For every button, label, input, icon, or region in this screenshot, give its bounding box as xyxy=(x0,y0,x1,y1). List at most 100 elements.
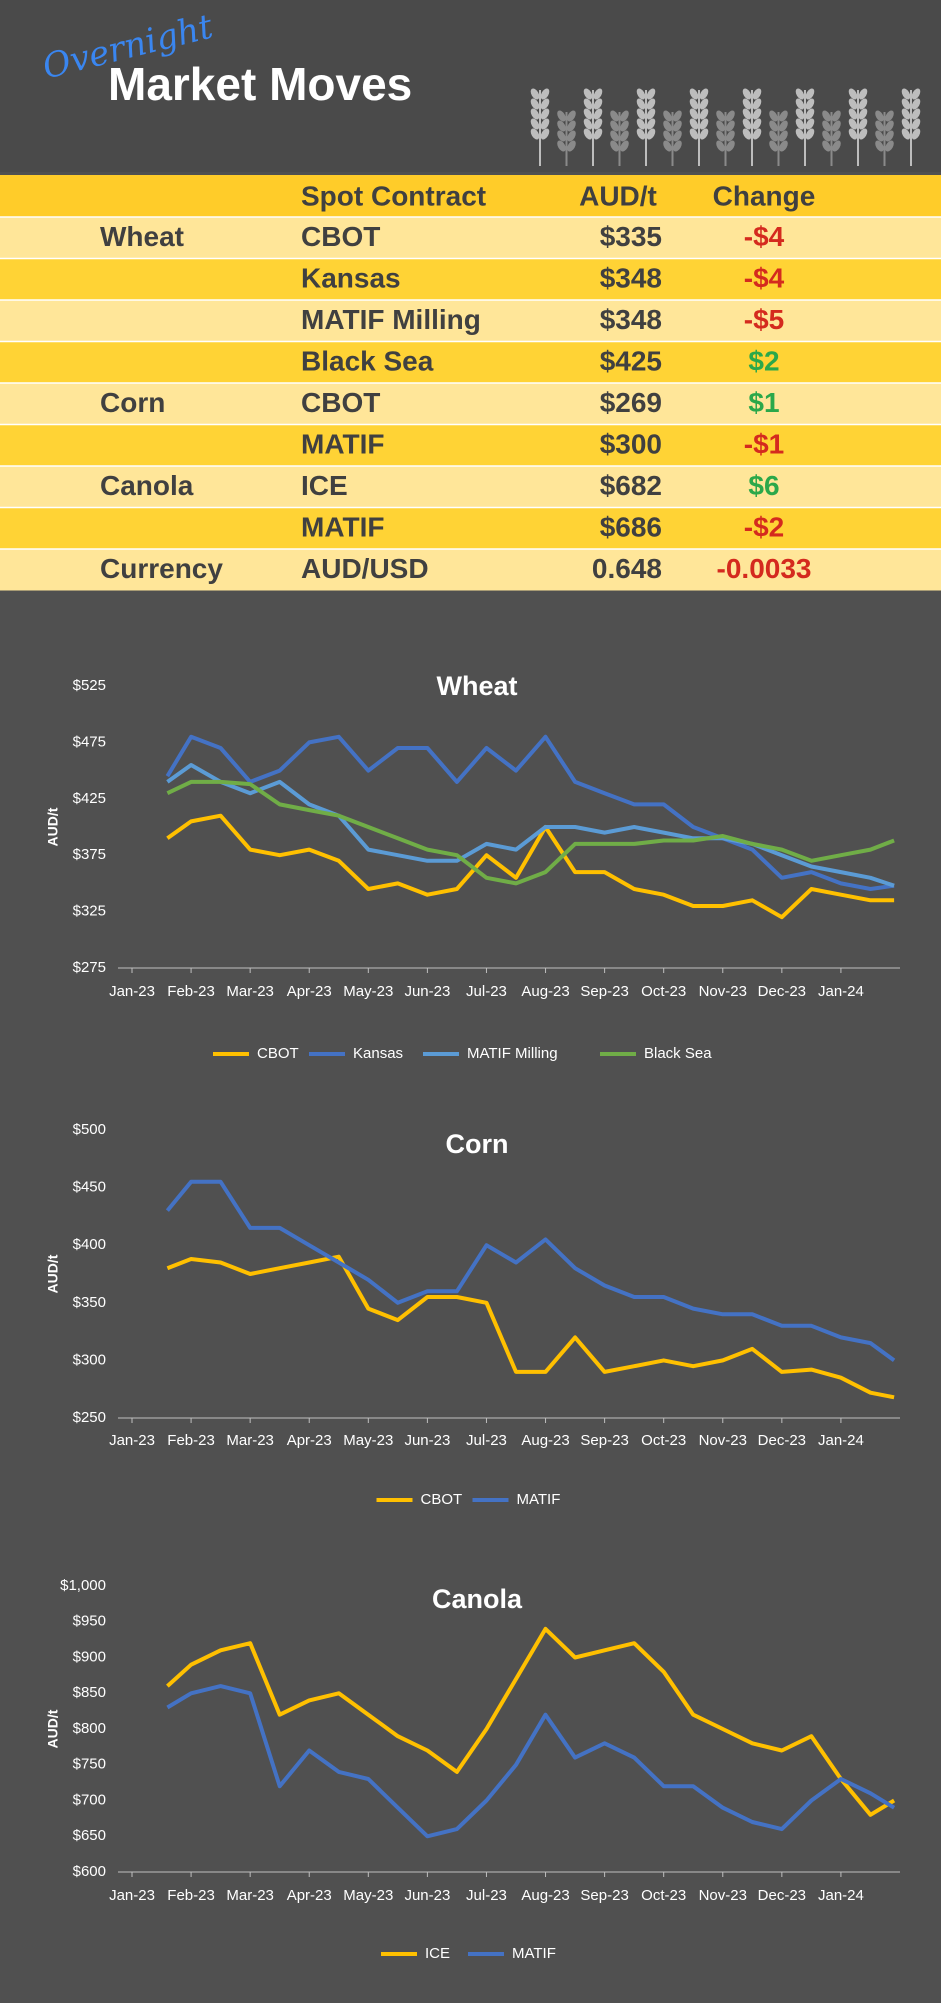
y-tick-label: $1,000 xyxy=(60,1577,106,1594)
group-label: Currency xyxy=(100,553,223,584)
y-tick-label: $800 xyxy=(73,1720,106,1737)
price: $335 xyxy=(600,221,662,252)
y-tick-label: $400 xyxy=(73,1236,106,1253)
x-tick-label: Jun-23 xyxy=(404,983,450,1000)
x-tick-label: Dec-23 xyxy=(758,983,806,1000)
x-tick-label: Sep-23 xyxy=(580,1887,628,1904)
price: $682 xyxy=(600,470,662,501)
wheat-grain xyxy=(610,140,619,152)
x-tick-label: Jan-23 xyxy=(109,1887,155,1904)
contract: Black Sea xyxy=(301,346,434,377)
wheat-grain xyxy=(530,108,540,120)
y-tick-label: $300 xyxy=(73,1351,106,1368)
price: $686 xyxy=(600,512,662,543)
x-tick-label: Nov-23 xyxy=(699,983,747,1000)
wheat-grain xyxy=(769,130,778,142)
series-line xyxy=(165,1179,896,1363)
wheat-grain xyxy=(593,128,603,140)
wheat-grain xyxy=(752,108,762,120)
x-tick-label: Feb-23 xyxy=(167,1432,215,1449)
y-tick-label: $750 xyxy=(73,1756,106,1773)
wheat-grain xyxy=(875,120,884,132)
x-tick-label: Jan-24 xyxy=(818,1432,864,1449)
y-tick-label: $700 xyxy=(73,1791,106,1808)
price: $269 xyxy=(600,387,662,418)
y-axis-label: AUD/t xyxy=(45,807,61,846)
legend-label: CBOT xyxy=(257,1045,299,1062)
y-tick-label: $900 xyxy=(73,1648,106,1665)
x-tick-label: Apr-23 xyxy=(287,1432,332,1449)
series-line xyxy=(166,1254,895,1400)
wheat-grain xyxy=(636,128,646,140)
change: -$2 xyxy=(744,512,784,543)
wheat-grain xyxy=(779,140,788,152)
wheat-grain xyxy=(901,108,911,120)
wheat-grain xyxy=(752,98,762,110)
x-tick-label: Jan-23 xyxy=(109,983,155,1000)
x-tick-label: Jan-23 xyxy=(109,1432,155,1449)
wheat-grain xyxy=(699,128,709,140)
wheat-grain xyxy=(593,88,603,100)
wheat-grain xyxy=(858,118,868,130)
wheat-grain xyxy=(716,140,725,152)
table-row-bg xyxy=(0,424,941,466)
wheat-grain xyxy=(530,128,540,140)
y-axis-label: AUD/t xyxy=(45,1254,61,1293)
wheat-grain xyxy=(567,140,576,152)
group-label: Corn xyxy=(100,387,165,418)
y-tick-label: $450 xyxy=(73,1179,106,1196)
wheat-grain xyxy=(583,88,593,100)
wheat-grain xyxy=(646,128,656,140)
wheat-grain xyxy=(832,120,841,132)
wheat-grain xyxy=(805,128,815,140)
wheat-grain xyxy=(593,108,603,120)
y-tick-label: $950 xyxy=(73,1613,106,1630)
y-tick-label: $325 xyxy=(73,903,106,920)
chart-title: Corn xyxy=(446,1129,509,1159)
contract: AUD/USD xyxy=(301,553,429,584)
x-tick-label: Jul-23 xyxy=(466,1432,507,1449)
wheat-grain xyxy=(699,118,709,130)
wheat-grain xyxy=(689,118,699,130)
wheat-grain xyxy=(636,98,646,110)
wheat-grain xyxy=(716,110,725,122)
chart-title: Wheat xyxy=(437,671,518,701)
wheat-grain xyxy=(858,88,868,100)
series-line xyxy=(166,1684,896,1839)
wheat-grain xyxy=(752,118,762,130)
wheat-grain xyxy=(689,108,699,120)
wheat-grain xyxy=(805,88,815,100)
wheat-grain xyxy=(540,118,550,130)
wheat-grain xyxy=(742,128,752,140)
contract: MATIF xyxy=(301,429,384,460)
x-tick-label: Jun-23 xyxy=(404,1887,450,1904)
wheat-grain xyxy=(726,130,735,142)
series-line xyxy=(166,779,895,886)
x-tick-label: Feb-23 xyxy=(167,1887,215,1904)
y-tick-label: $425 xyxy=(73,790,106,807)
x-tick-label: Mar-23 xyxy=(226,1887,274,1904)
wheat-grain xyxy=(610,130,619,142)
y-tick-label: $850 xyxy=(73,1684,106,1701)
table-row-bg xyxy=(0,217,941,259)
x-tick-label: May-23 xyxy=(343,983,393,1000)
table: Spot Contract AUD/t Change Wheat CBOT $335 -$4… xyxy=(0,175,941,591)
wheat-grain xyxy=(557,140,566,152)
change: -$4 xyxy=(744,221,785,252)
change: -0.0033 xyxy=(717,553,812,584)
wheat-grain xyxy=(726,120,735,132)
wheat-grain xyxy=(726,140,735,152)
wheat-grain xyxy=(795,88,805,100)
wheat-grain xyxy=(795,128,805,140)
group-label: Canola xyxy=(100,470,194,501)
wheat-grain xyxy=(699,88,709,100)
y-tick-label: $475 xyxy=(73,733,106,750)
price: $348 xyxy=(600,263,662,294)
column-header: AUD/t xyxy=(579,180,657,211)
x-tick-label: Oct-23 xyxy=(641,983,686,1000)
change: -$5 xyxy=(744,304,784,335)
wheat-grain xyxy=(848,118,858,130)
wheat-grain xyxy=(663,120,672,132)
wheat-grain xyxy=(858,128,868,140)
chart-title: Canola xyxy=(432,1584,523,1614)
